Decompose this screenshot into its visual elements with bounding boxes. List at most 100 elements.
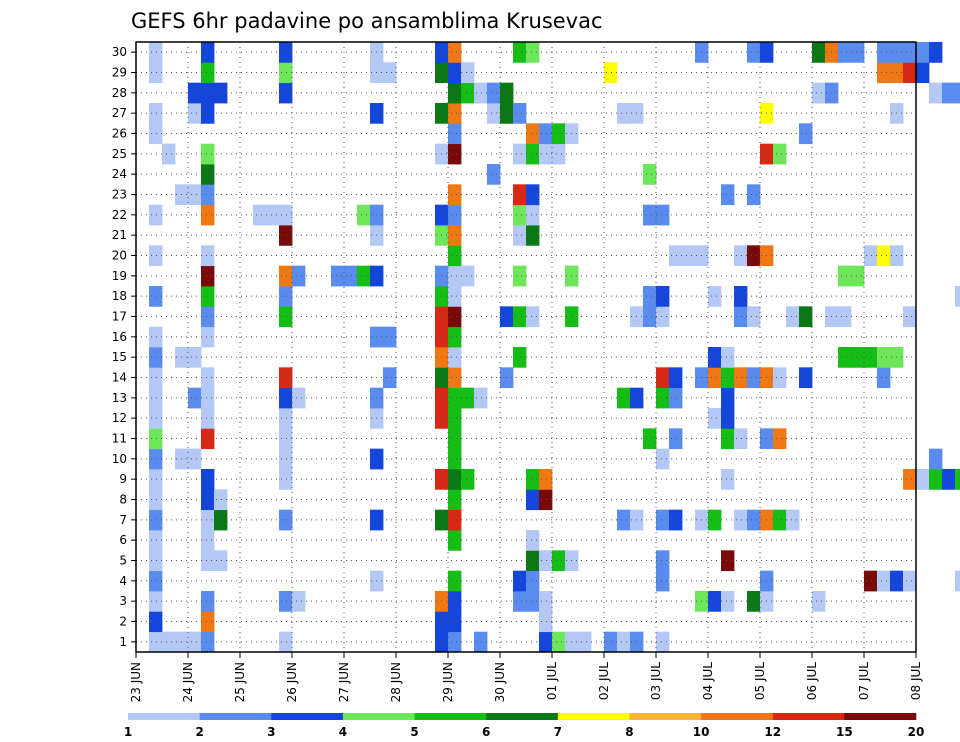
heatmap-cell <box>149 550 163 572</box>
x-tick-label: 05 JUL <box>753 662 767 700</box>
heatmap-cell <box>279 82 293 104</box>
heatmap-cell <box>201 611 215 633</box>
heatmap-cell <box>383 62 397 84</box>
heatmap-cell <box>916 62 930 84</box>
heatmap-cell <box>539 123 553 145</box>
heatmap-cell <box>201 509 215 531</box>
x-tick-label: 29 JUN <box>441 662 455 702</box>
heatmap-cell <box>201 62 215 84</box>
heatmap-cell <box>669 387 683 409</box>
colorbar-swatch <box>486 713 559 720</box>
heatmap-cell <box>448 143 462 165</box>
heatmap-cell <box>149 591 163 612</box>
x-tick-label: 01 JUL <box>545 662 559 700</box>
heatmap-cell <box>201 489 215 511</box>
heatmap-cell <box>708 286 722 307</box>
heatmap-cell <box>487 82 501 104</box>
y-tick-label: 2 <box>119 615 127 629</box>
heatmap-cell <box>279 591 293 612</box>
colorbar-label: 2 <box>195 725 203 739</box>
y-tick-label: 13 <box>112 391 127 405</box>
heatmap-cell <box>201 408 215 429</box>
heatmap-cell <box>513 225 527 246</box>
heatmap-cell <box>526 306 540 328</box>
heatmap-cell <box>734 509 748 531</box>
heatmap-cell <box>604 631 618 653</box>
heatmap-cell <box>448 469 462 490</box>
heatmap-cell <box>188 387 202 409</box>
heatmap-cell <box>383 326 397 348</box>
heatmap-cell <box>149 631 163 653</box>
heatmap-cell <box>201 143 215 165</box>
heatmap-cell <box>448 448 462 470</box>
heatmap-cell <box>877 62 891 84</box>
heatmap-cell <box>526 225 540 246</box>
heatmap-cell <box>279 448 293 470</box>
x-tick-label: 02 JUL <box>597 662 611 700</box>
heatmap-cell <box>149 347 163 368</box>
heatmap-cell <box>448 82 462 104</box>
y-tick-label: 24 <box>112 167 127 181</box>
heatmap-cell <box>747 591 761 612</box>
heatmap-cell <box>513 184 527 206</box>
heatmap-cell <box>279 204 293 226</box>
colorbar-swatch <box>844 713 917 720</box>
y-tick-label: 7 <box>119 513 127 527</box>
heatmap-cell <box>656 286 670 307</box>
heatmap-cell <box>929 469 943 490</box>
y-tick-label: 8 <box>119 493 127 507</box>
y-tick-label: 5 <box>119 554 127 568</box>
heatmap-cell <box>448 204 462 226</box>
heatmap-cell <box>526 42 540 63</box>
heatmap-cell <box>149 62 163 84</box>
heatmap-cell <box>747 245 761 267</box>
heatmap-cell <box>877 570 891 592</box>
colorbar-label: 20 <box>908 725 925 739</box>
heatmap-cell <box>448 184 462 206</box>
heatmap-cell <box>448 245 462 267</box>
heatmap-cell <box>448 591 462 612</box>
heatmap-cell <box>448 225 462 246</box>
y-tick-label: 1 <box>119 635 127 649</box>
heatmap-cell <box>708 591 722 612</box>
heatmap-cell <box>279 408 293 429</box>
heatmap-cell <box>448 530 462 551</box>
x-tick-label: 06 JUL <box>805 662 819 700</box>
heatmap-cell <box>617 387 631 409</box>
heatmap-cell <box>838 42 852 63</box>
heatmap-cell <box>617 509 631 531</box>
heatmap-cell <box>461 62 475 84</box>
heatmap-cell <box>916 42 930 63</box>
colorbar-swatch <box>772 713 845 720</box>
heatmap-cell <box>279 387 293 409</box>
colorbar-swatch <box>128 713 200 720</box>
heatmap-cell <box>448 265 462 287</box>
heatmap-cell <box>513 103 527 124</box>
heatmap-cell <box>188 103 202 124</box>
heatmap-cell <box>877 42 891 63</box>
heatmap-cell <box>955 82 960 104</box>
heatmap-cell <box>279 367 293 389</box>
heatmap-cell <box>188 82 202 104</box>
heatmap-cell <box>734 367 748 389</box>
heatmap-cell <box>279 42 293 63</box>
heatmap-cell <box>669 428 683 450</box>
heatmap-cell <box>929 42 943 63</box>
heatmap-cell <box>201 428 215 450</box>
heatmap-cell <box>279 509 293 531</box>
y-tick-label: 19 <box>112 269 127 283</box>
heatmap-cell <box>942 469 956 490</box>
heatmap-cell <box>513 570 527 592</box>
heatmap-cell <box>578 631 592 653</box>
heatmap-cell <box>903 469 917 490</box>
heatmap-cell <box>448 62 462 84</box>
heatmap-cell <box>669 367 683 389</box>
heatmap-cell <box>201 204 215 226</box>
heatmap-cell <box>292 591 306 612</box>
colorbar-swatch <box>701 713 774 720</box>
heatmap-cell <box>448 326 462 348</box>
colorbar-swatch <box>629 713 702 720</box>
heatmap-cell <box>448 347 462 368</box>
heatmap-cell <box>773 367 787 389</box>
heatmap-cell <box>799 123 813 145</box>
